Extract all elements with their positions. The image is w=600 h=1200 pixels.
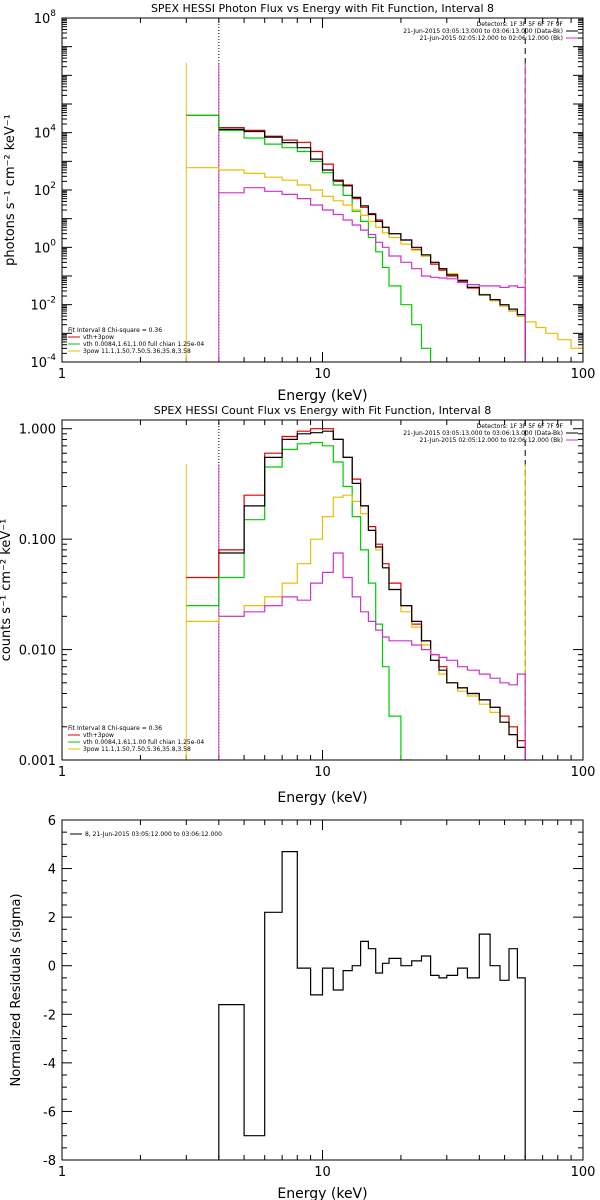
x-tick-label: 10 (314, 1165, 331, 1180)
x-tick-label: 100 (571, 765, 596, 780)
x-tick-label: 100 (571, 367, 596, 382)
y-tick-label: 108 (34, 9, 57, 27)
series-line-1 (218, 851, 526, 1160)
x-axis-label: Energy (keV) (277, 1186, 367, 1200)
y-tick-label: 2 (48, 911, 56, 926)
plot-frame (61, 819, 584, 1161)
y-tick-label: 102 (34, 181, 56, 199)
y-tick-label: 10-2 (30, 296, 56, 314)
y-tick-base: 10 (34, 184, 51, 199)
y-tick-label: -4 (43, 1057, 56, 1072)
y-tick-label: 1.000 (19, 423, 56, 438)
top-legend-entry: Detectors: 1F 3F 5F 6F 7F 9F (477, 21, 564, 28)
y-axis-label: Normalized Residuals (sigma) (9, 893, 24, 1086)
chart-panel-2: SPEX HESSI Count Flux vs Energy with Fit… (0, 404, 595, 806)
y-tick-base: 10 (34, 241, 51, 256)
y-tick-label: 10-4 (30, 353, 56, 371)
y-tick-exponent: 8 (50, 9, 56, 19)
y-tick-label: 0.100 (19, 533, 56, 548)
series-line-2 (186, 441, 412, 760)
fit-legend-entry: vth 0.0084,1.61,1.00 full chian 1.25e-04 (83, 341, 204, 348)
x-tick-label: 10 (314, 765, 331, 780)
x-tick-label: 1 (58, 1165, 66, 1180)
chart-panel-1: SPEX HESSI Photon Flux vs Energy with Fi… (3, 2, 595, 404)
y-tick-label: 6 (48, 814, 56, 829)
series-line-4 (218, 128, 526, 362)
fit-legend-entry: Fit Interval 8 Chi-square = 0.36 (68, 725, 162, 732)
fit-legend-entry: Fit Interval 8 Chi-square = 0.36 (68, 327, 162, 334)
chart-title: SPEX HESSI Count Flux vs Energy with Fit… (154, 404, 491, 417)
series-line-2 (186, 114, 439, 362)
y-tick-exponent: 2 (50, 181, 56, 191)
y-tick-label: -8 (43, 1154, 56, 1169)
top-legend-entry: 21-Jun-2015 03:05:13.000 to 03:06:13.000… (403, 430, 563, 437)
fit-legend-entry: 3pow 11.1,1.50,7.50,5.36,35.8,3.58 (83, 746, 191, 753)
series-line-1 (186, 114, 526, 362)
y-tick-label: 104 (34, 124, 57, 142)
y-tick-exponent: -2 (47, 296, 56, 306)
series-line-5 (218, 552, 526, 760)
top-legend-entry: 21-Jun-2015 02:05:12.000 to 02:06:12.000… (420, 437, 563, 444)
top-legend-entry: 21-Jun-2015 03:05:13.000 to 03:06:13.000… (403, 28, 563, 35)
fit-legend-entry: vth 0.0084,1.61,1.00 full chian 1.25e-04 (83, 739, 204, 746)
series-line-1 (186, 428, 526, 760)
y-tick-base: 10 (34, 12, 51, 27)
y-axis-label: photons s⁻¹ cm⁻² keV⁻¹ (3, 114, 18, 266)
x-tick-label: 1 (58, 765, 66, 780)
series-line-4 (218, 430, 526, 760)
y-tick-base: 10 (30, 299, 47, 314)
y-tick-label: 0.010 (19, 644, 56, 659)
x-axis-label: Energy (keV) (277, 388, 367, 404)
inset-legend-entry: 8, 21-Jun-2015 03:05:12.000 to 03:06:12.… (85, 831, 222, 838)
series-line-3 (186, 494, 526, 760)
x-tick-label: 10 (314, 367, 331, 382)
y-tick-exponent: 4 (50, 124, 56, 134)
x-tick-label: 100 (571, 1165, 596, 1180)
y-tick-label: 4 (48, 863, 56, 878)
series-line-3 (186, 167, 583, 362)
top-legend-entry: Detectors: 1F 3F 5F 6F 7F 9F (477, 423, 564, 430)
y-tick-label: 0 (48, 960, 56, 975)
y-tick-label: -2 (43, 1008, 56, 1023)
y-tick-exponent: 0 (50, 238, 56, 248)
y-tick-exponent: -4 (47, 353, 56, 363)
y-tick-label: -6 (43, 1105, 56, 1120)
plot-frame (61, 419, 584, 761)
fit-legend-entry: vth+3pow (83, 732, 114, 739)
top-legend-entry: 21-Jun-2015 02:05:12.000 to 02:06:12.000… (420, 35, 563, 42)
chart-panel-3: 1 10 100 -8 -6 -4 -2 0 2 4 6 Energy (keV) Normalized… (9, 814, 595, 1200)
plot-frame (61, 17, 584, 363)
fit-legend-entry: vth+3pow (83, 334, 114, 341)
y-axis-label: counts s⁻¹ cm⁻² keV⁻¹ (0, 519, 14, 662)
y-tick-label: 0.001 (19, 754, 56, 769)
y-tick-base: 10 (34, 127, 51, 142)
x-axis-label: Energy (keV) (277, 790, 367, 806)
y-tick-base: 10 (30, 356, 47, 371)
series-line-5 (218, 187, 526, 362)
y-tick-label: 100 (34, 238, 57, 256)
chart-title: SPEX HESSI Photon Flux vs Energy with Fi… (151, 2, 494, 15)
fit-legend-entry: 3pow 11.1,1.50,7.50,5.36,35.8,3.58 (83, 348, 191, 355)
x-tick-label: 1 (58, 367, 66, 382)
